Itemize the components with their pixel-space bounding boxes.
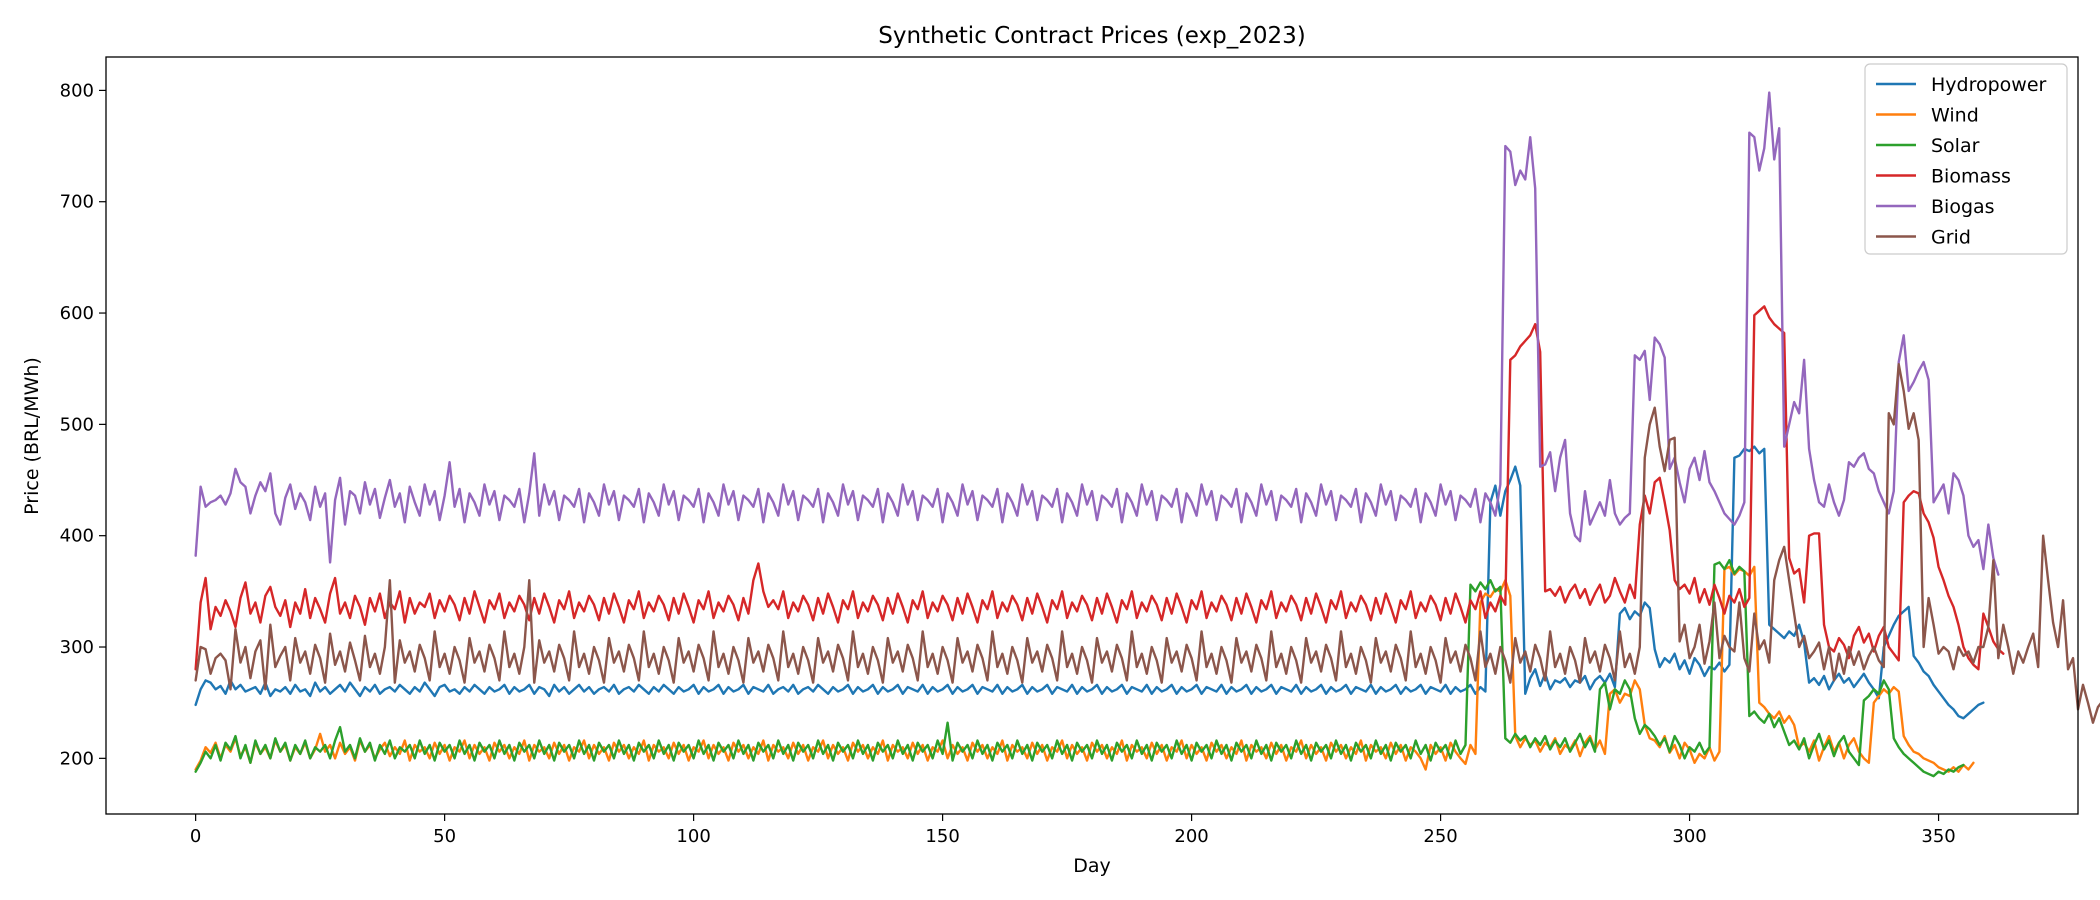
legend-label-hydropower: Hydropower <box>1931 74 2047 96</box>
legend-label-wind: Wind <box>1931 105 1979 127</box>
legend: Hydropower Wind Solar Biomass Biogas Grid <box>1864 63 2068 255</box>
legend-label-biogas: Biogas <box>1931 196 1995 218</box>
legend-label-biomass: Biomass <box>1931 166 2011 188</box>
x-tick-label: 50 <box>433 826 456 847</box>
y-tick-label: 600 <box>60 303 94 324</box>
plot-area <box>105 56 2100 815</box>
series-line-grid <box>194 363 2100 724</box>
chart-title: Synthetic Contract Prices (exp_2023) <box>878 23 1306 49</box>
series-line-solar <box>194 558 1965 778</box>
plot-frame <box>105 56 2079 815</box>
y-tick-label: 200 <box>60 748 94 769</box>
y-tick-label: 800 <box>60 80 94 101</box>
series-group <box>194 91 2100 778</box>
x-tick-label: 350 <box>1921 826 1955 847</box>
x-tick-label: 300 <box>1672 826 1706 847</box>
x-tick-label: 0 <box>190 826 201 847</box>
x-axis: 0 50 100 150 200 250 300 350 <box>190 814 1956 847</box>
series-line-biogas <box>194 91 2000 576</box>
legend-label-solar: Solar <box>1931 135 1980 157</box>
legend-label-grid: Grid <box>1931 227 1971 249</box>
y-tick-label: 700 <box>60 192 94 213</box>
x-tick-label: 150 <box>925 826 959 847</box>
x-tick-label: 250 <box>1423 826 1457 847</box>
y-tick-label: 400 <box>60 526 94 547</box>
y-axis-label: Price (BRL/MWh) <box>21 357 43 515</box>
y-tick-label: 300 <box>60 637 94 658</box>
x-tick-label: 100 <box>676 826 710 847</box>
series-line-biomass <box>194 305 2005 671</box>
y-tick-label: 500 <box>60 414 94 435</box>
x-axis-label: Day <box>1073 855 1111 877</box>
x-tick-label: 200 <box>1174 826 1208 847</box>
y-axis: 200 300 400 500 600 700 800 <box>60 80 106 769</box>
series-line-hydropower <box>194 445 1985 720</box>
